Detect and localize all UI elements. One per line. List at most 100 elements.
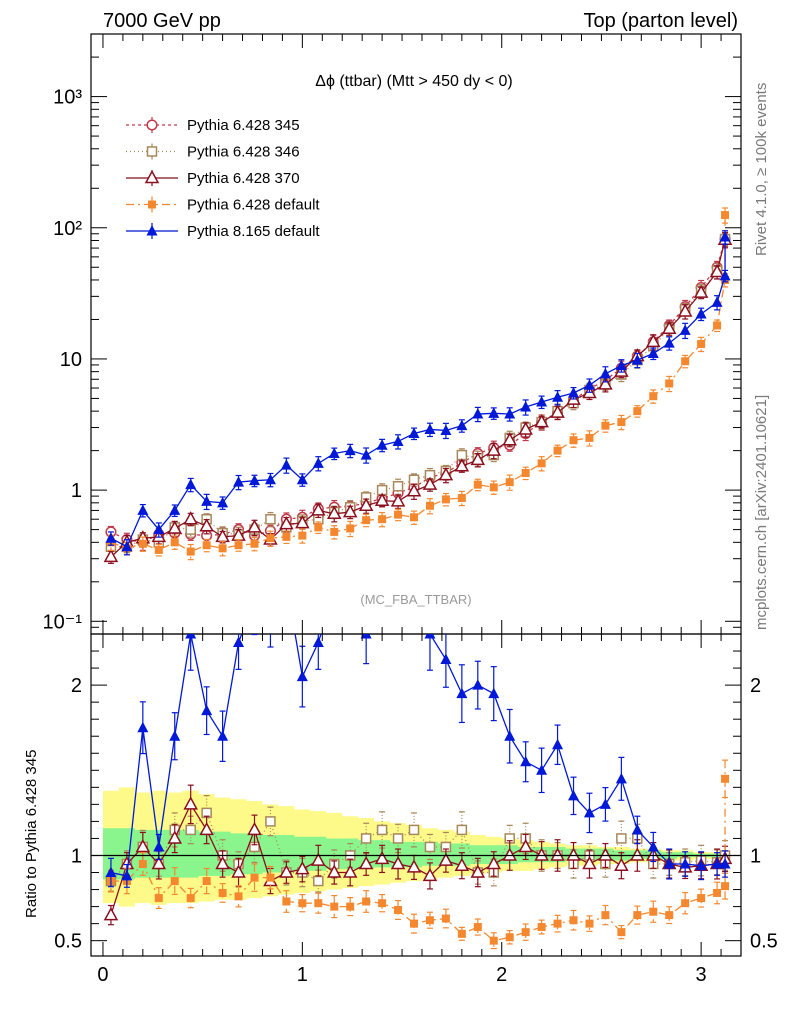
data-point-p6def <box>649 392 658 401</box>
data-point-p6def <box>457 494 466 503</box>
data-point-p6def <box>521 469 530 478</box>
series-line-p6def <box>110 778 726 942</box>
data-point-p8def <box>249 594 260 605</box>
data-point-p370 <box>326 864 342 878</box>
plot-title-symbol: Δϕ <box>315 73 335 90</box>
ratio-plot: 0.5 0.5 1 1 2 2 0 1 2 3 <box>54 568 778 986</box>
data-point-p370 <box>279 864 294 878</box>
legend-entry-p6def: Pythia 6.428 default <box>126 196 320 214</box>
data-point-p6def <box>154 894 163 903</box>
data-point-p6def <box>553 446 562 455</box>
data-point-p346 <box>424 841 436 853</box>
y-tick-label: 10³ <box>53 87 82 109</box>
data-point-p6def <box>378 515 387 524</box>
data-point-p8def <box>719 858 731 869</box>
data-point-p8def <box>631 354 643 365</box>
data-point-p8def <box>424 634 436 639</box>
data-point-p370 <box>422 867 438 882</box>
data-point-p6def <box>633 911 642 920</box>
data-point-p8def <box>345 568 356 579</box>
data-point-p8def <box>185 478 197 490</box>
data-point-p370 <box>518 421 533 435</box>
data-point-p8def <box>679 324 691 335</box>
data-point-p370 <box>677 303 693 317</box>
data-point-p8def <box>631 823 643 835</box>
legend-label: Pythia 6.428 default <box>187 197 320 214</box>
data-point-p346 <box>265 816 276 827</box>
legend-label: Pythia 6.428 346 <box>187 144 300 161</box>
data-point-p370 <box>183 511 198 525</box>
data-point-p8def <box>137 504 149 515</box>
data-point-p6def <box>266 534 275 543</box>
legend: Pythia 6.428 345 Pythia 6.428 346 Pythia 6… <box>126 117 320 240</box>
series-group <box>103 207 733 564</box>
data-point-p346 <box>616 833 627 844</box>
data-point-p6def <box>681 357 690 366</box>
data-point-p370 <box>167 520 183 534</box>
data-point-p370 <box>661 320 677 334</box>
data-point-p8def <box>472 679 484 690</box>
data-point-p370 <box>358 497 374 511</box>
data-point-p370 <box>279 516 294 530</box>
data-point-p8def <box>711 858 723 869</box>
data-point-p6def <box>346 524 355 533</box>
data-point-p370 <box>534 414 549 428</box>
data-point-p6def <box>410 513 419 522</box>
data-point-p8def <box>217 730 229 741</box>
data-point-p8def <box>719 269 731 281</box>
data-point-p8def <box>647 840 659 852</box>
data-point-p6def <box>721 774 730 783</box>
legend-entry-p370: Pythia 6.428 370 <box>126 169 300 187</box>
y-tick-label: 0.5 <box>54 931 82 953</box>
data-point-p8def <box>233 476 245 487</box>
data-point-p8def <box>392 435 404 446</box>
data-point-p370 <box>342 504 358 518</box>
data-point-p6def <box>425 501 434 510</box>
legend-entry-p345: Pythia 6.428 345 <box>126 117 300 134</box>
data-point-p8def <box>488 687 500 699</box>
data-point-p6def <box>170 538 179 547</box>
data-point-p8def <box>281 577 292 588</box>
x-tick-label: 2 <box>496 964 507 986</box>
series-p370 <box>103 231 733 564</box>
data-point-p370 <box>598 847 613 861</box>
legend-marker <box>148 200 156 209</box>
data-point-p6def <box>170 877 179 886</box>
data-point-p8def <box>520 401 532 412</box>
data-point-p346 <box>456 824 468 836</box>
data-point-p346 <box>265 513 276 525</box>
series-p345 <box>105 231 731 551</box>
data-point-p6def <box>617 418 626 427</box>
data-point-p8def <box>504 408 516 419</box>
data-point-p6def <box>346 902 355 911</box>
data-point-p6def <box>234 892 243 901</box>
data-point-p370 <box>199 821 214 836</box>
data-point-p8def <box>552 391 564 402</box>
data-point-p6def <box>601 911 610 920</box>
data-point-p6def <box>601 421 610 430</box>
data-point-p8def <box>695 859 707 871</box>
y-tick-label: 1 <box>71 480 82 502</box>
data-point-p8def <box>472 408 484 419</box>
data-point-p6def <box>362 516 371 525</box>
data-point-p6def <box>202 541 211 550</box>
data-point-p370 <box>374 850 390 865</box>
data-point-p8def <box>536 395 548 407</box>
axes: 0.5 0.5 1 1 2 2 <box>54 634 778 956</box>
data-point-p8def <box>121 869 133 881</box>
data-point-p6def <box>250 539 259 548</box>
data-point-p370 <box>199 518 214 532</box>
data-point-p370 <box>295 515 310 529</box>
series-line-p8def <box>110 237 726 548</box>
data-point-p8def <box>360 634 372 639</box>
data-point-p370 <box>486 855 502 870</box>
data-point-p370 <box>502 847 517 861</box>
data-point-p6def <box>282 532 291 541</box>
data-point-p8def <box>488 407 500 418</box>
legend-entry-p8def: Pythia 8.165 default <box>126 223 320 240</box>
data-point-p370 <box>566 847 581 861</box>
mcplots-label: mcplots.cern.ch [arXiv:2401.10621] <box>753 395 770 630</box>
data-point-p370 <box>534 847 549 861</box>
x-tick-label: 1 <box>297 964 308 986</box>
data-point-p8def <box>615 359 627 371</box>
